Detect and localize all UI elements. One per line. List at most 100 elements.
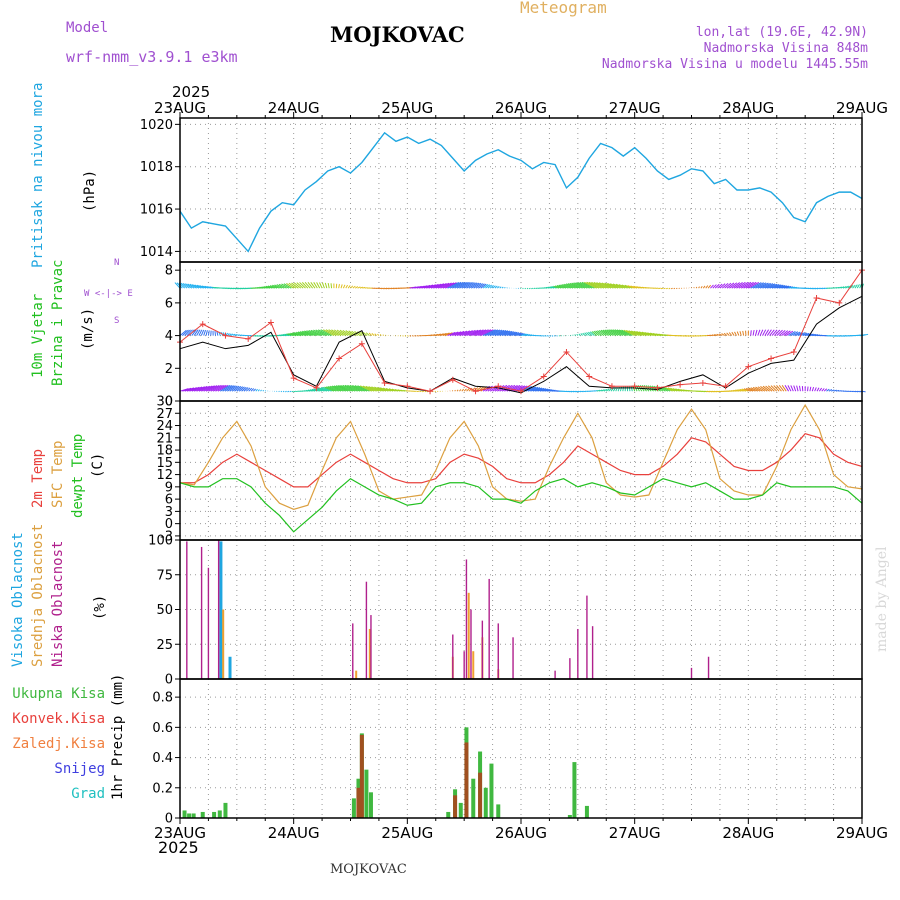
wind-barb [764,283,776,289]
wind-barb [845,285,849,289]
wind-barb [338,385,351,392]
wind-barb [549,286,555,289]
wind-barb [581,281,595,289]
wind-barb [345,284,349,289]
wind-barb [618,329,631,337]
wind-barb [737,389,744,392]
wind-barb [823,388,828,392]
wind-barb [842,285,847,289]
wind-barb [411,335,414,337]
y-tick-label: 9 [165,480,173,495]
wind-barb [461,281,472,289]
wind-barb [210,384,222,392]
wind-barb [286,282,294,289]
wind-gust-point [199,321,206,328]
precip-bar [191,813,196,818]
wind-barb [668,287,671,290]
wind-barb [224,385,234,392]
wind-barb [437,282,450,289]
precip-bar [567,814,572,818]
wind-gust-point [336,355,343,362]
wind-barb [781,385,787,392]
wind-barb [612,387,616,392]
wind-barb [771,284,782,289]
wind-barb [831,389,835,392]
wind-barb [754,329,758,336]
wind-barb [733,389,739,392]
wind-gust-point [699,380,706,387]
wind-barb [508,331,518,337]
wind-barb [283,283,292,289]
wind-barb [565,283,576,289]
wind-barb [579,281,593,289]
wind-gust-point [745,363,752,370]
wind-barb [513,332,522,337]
wind-barb [739,331,742,336]
wind-barb [610,387,614,392]
wind-gust-point [677,381,684,388]
y-tick-label: 3 [165,505,173,520]
wind-barb [487,284,493,289]
wind-barb [821,388,825,392]
wind-barb [276,284,285,289]
wind-barb [306,330,318,337]
wind-barb [222,385,232,392]
wind-barb [185,283,193,289]
wind-barb [379,387,389,392]
wind-barb [385,334,387,336]
cloud-bar [481,620,484,679]
wind-barb [186,387,197,392]
x-tick-label-top: 23AUG [154,99,206,117]
wind-barb [333,329,344,337]
wind-barb [523,333,529,337]
elevation-label: Nadmorska Visina 848m [703,41,868,56]
compass-n: N [114,258,120,268]
wind-barb [785,330,794,337]
x-tick-label-bottom: 25AUG [381,824,433,842]
wind-barb [591,281,605,289]
wind-barb [528,287,531,290]
wind-barb [360,385,373,392]
model-elevation-label: Nadmorska Visina u modelu 1445.55m [601,57,868,72]
wind-barb [288,333,297,337]
wind-barb [616,329,628,337]
wind-barb [714,334,718,337]
wind-barb [731,331,735,336]
wind-barb [354,385,368,392]
wind-barb [350,285,354,289]
wind-barb [487,329,501,337]
wind-barb [494,285,498,289]
wind-barb [762,329,767,336]
wind-barb [672,388,680,392]
wind-barb [250,388,255,392]
wind-barb [182,387,192,392]
wind-barb [598,282,612,289]
wind-gust-point [313,384,320,391]
model-name: wrf-nmm_v3.9.1 e3km [66,48,238,66]
wind-barb [537,388,547,392]
wind-barb [421,390,425,393]
wind-barb [442,282,455,289]
wind-barb [633,285,640,289]
wind-barb [459,330,471,337]
wind-barb [473,282,482,289]
wind-barb [641,331,652,337]
wind-gust-point [563,348,570,355]
cloud-bar [222,609,225,679]
wind-barb [612,283,624,289]
wind-barb [675,287,678,290]
wind-gust-point [813,294,820,301]
wind-barb [255,388,258,392]
wind-barb [621,329,633,337]
wind-barb [711,334,716,337]
cloud-bar [200,546,203,679]
wind-barb [721,333,725,337]
x-tick-label-top: 24AUG [268,99,320,117]
wind-barb [544,389,552,392]
wind-barb [630,285,638,289]
wind-barb [196,329,201,336]
wind-barb [327,282,330,289]
wind-barb [604,329,614,337]
wind-barb [608,329,619,337]
precip-bar [364,769,369,818]
